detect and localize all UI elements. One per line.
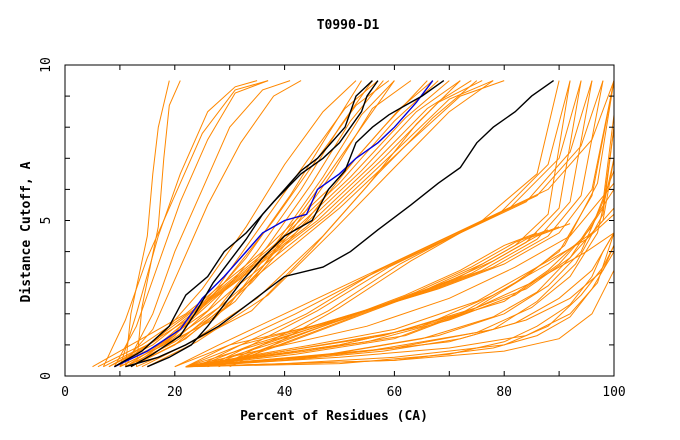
x-axis-label: Percent of Residues (CA)	[240, 409, 428, 424]
highlight-layer	[114, 80, 555, 368]
highlight-line-3	[130, 80, 373, 368]
series-line-34	[229, 80, 614, 368]
series-line-20	[114, 80, 357, 368]
series-line-44	[185, 182, 614, 368]
plot-frame	[64, 64, 615, 377]
series-line-26	[102, 80, 269, 367]
series-line-17	[147, 80, 494, 368]
series-line-40	[185, 232, 538, 368]
series-line-58	[185, 245, 614, 368]
series-line-53	[185, 114, 614, 368]
series-line-28	[135, 80, 181, 367]
highlight-line-1	[114, 80, 434, 368]
series-line-9	[108, 80, 362, 368]
series-line-12	[125, 80, 395, 368]
series-line-45	[185, 213, 614, 368]
series-line-14	[119, 80, 395, 368]
series-line-23	[124, 80, 291, 367]
y-tick-label: 5	[39, 217, 54, 225]
series-line-62	[185, 251, 614, 368]
series-line-36	[185, 80, 582, 368]
x-tick-label: 60	[387, 385, 403, 400]
x-tick-label: 100	[602, 385, 625, 400]
tick-layer: 0 20 40 60 80 100 0 5 10	[39, 57, 626, 400]
y-tick-label: 10	[39, 57, 54, 73]
series-line-25	[113, 80, 269, 367]
series-line-22	[119, 80, 302, 368]
series-line-50	[185, 158, 614, 368]
series-line-33	[218, 80, 604, 368]
series-line-54	[185, 158, 614, 368]
x-tick-label: 0	[61, 385, 69, 400]
x-tick-label: 20	[167, 385, 183, 400]
series-line-10	[114, 80, 373, 368]
x-tick-label: 40	[277, 385, 293, 400]
series-line-21	[125, 80, 379, 368]
series-line-24	[119, 80, 258, 367]
series-line-35	[174, 80, 571, 368]
series-line-55	[185, 127, 614, 368]
series-line-43	[218, 223, 571, 368]
series-line-39	[218, 80, 614, 368]
series-line-27	[124, 80, 170, 367]
x-tick-label: 80	[496, 385, 512, 400]
series-line-42	[207, 226, 560, 368]
series-line-2	[97, 80, 439, 368]
chart-title: T0990-D1	[317, 18, 380, 33]
series-line-38	[207, 80, 604, 368]
series-line-19	[130, 80, 390, 368]
highlight-line-5	[125, 80, 555, 368]
series-line-63	[185, 245, 614, 368]
series-line-41	[196, 229, 549, 368]
series-line-30	[185, 80, 571, 368]
highlight-line-4	[147, 80, 445, 368]
y-tick-label: 0	[39, 372, 54, 380]
series-line-57	[185, 80, 614, 368]
series-line-37	[196, 80, 593, 368]
y-axis-label: Distance Cutoff, A	[19, 161, 34, 302]
plot-area	[92, 80, 614, 368]
